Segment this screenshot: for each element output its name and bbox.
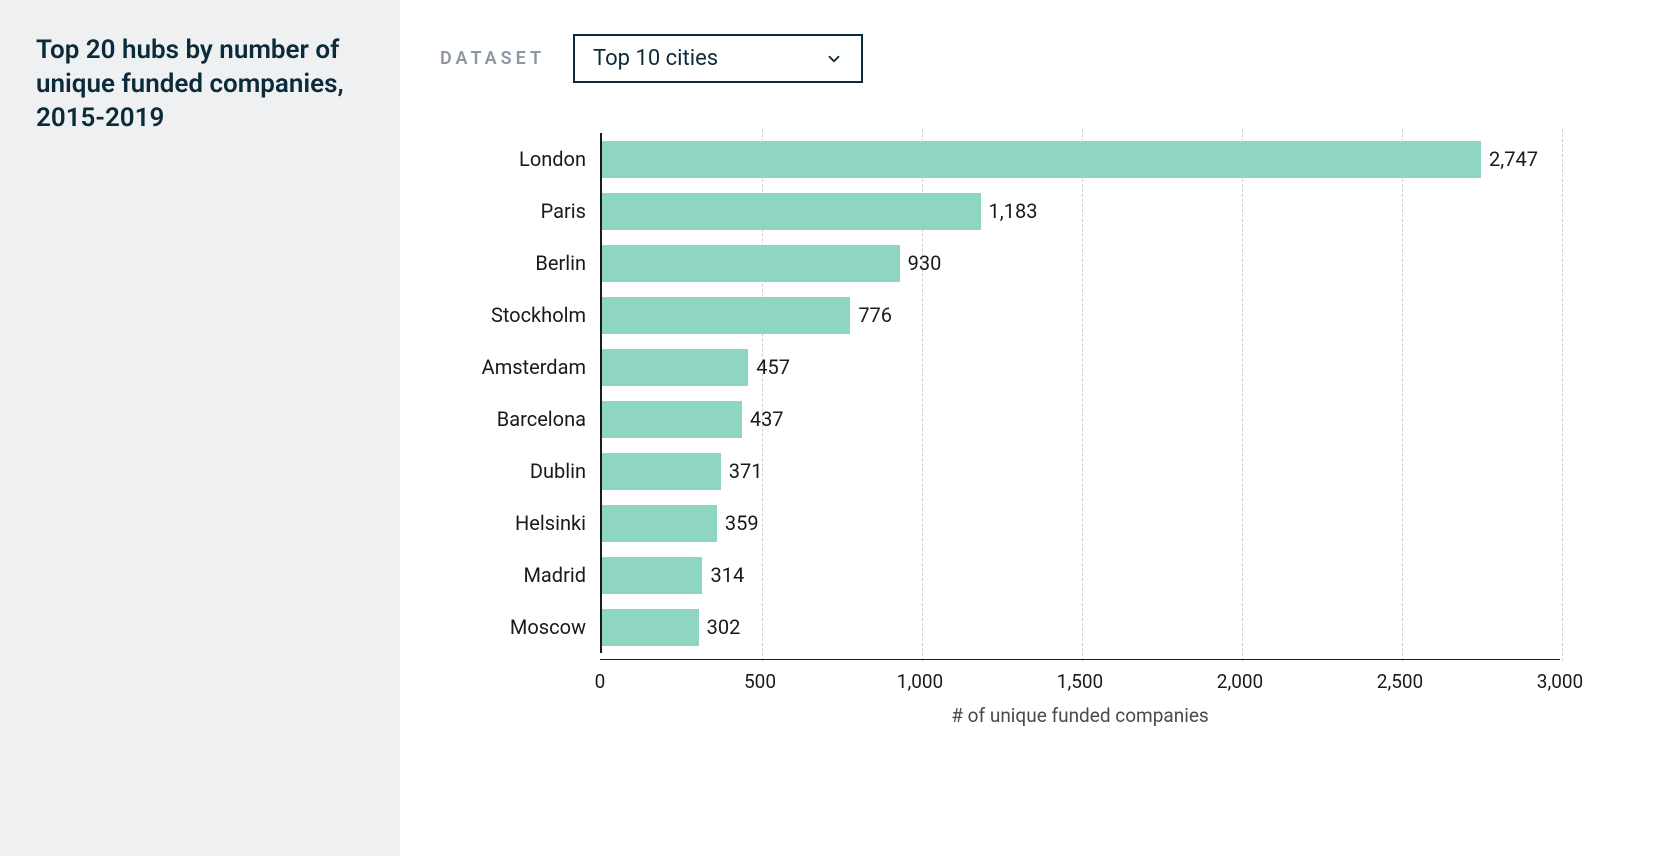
- bar-row: 1,183: [602, 185, 1560, 237]
- bar: [602, 141, 1481, 178]
- chart-body: LondonParisBerlinStockholmAmsterdamBarce…: [440, 133, 1612, 653]
- x-tick-label: 2,000: [1217, 670, 1263, 693]
- value-label: 314: [702, 563, 744, 587]
- bar-row: 457: [602, 341, 1560, 393]
- dataset-select-value: Top 10 cities: [593, 46, 718, 71]
- value-label: 437: [742, 407, 784, 431]
- value-label: 2,747: [1481, 147, 1538, 171]
- value-label: 302: [699, 615, 741, 639]
- value-label: 1,183: [981, 199, 1038, 223]
- bar: [602, 557, 702, 594]
- dataset-label: DATASET: [440, 48, 545, 69]
- value-label: 371: [721, 459, 763, 483]
- x-tick-label: 1,000: [897, 670, 943, 693]
- x-tick-label: 0: [595, 670, 606, 693]
- bar: [602, 245, 900, 282]
- value-label: 457: [748, 355, 790, 379]
- bar-row: 437: [602, 393, 1560, 445]
- bar: [602, 349, 748, 386]
- x-tick-label: 500: [744, 670, 776, 693]
- bar-row: 776: [602, 289, 1560, 341]
- value-label: 930: [900, 251, 942, 275]
- x-axis: 05001,0001,5002,0002,5003,000# of unique…: [600, 659, 1560, 749]
- bar-row: 2,747: [602, 133, 1560, 185]
- category-label: Dublin: [440, 445, 600, 497]
- bar: [602, 297, 850, 334]
- bar-row: 302: [602, 601, 1560, 653]
- bar-row: 314: [602, 549, 1560, 601]
- category-label: Stockholm: [440, 289, 600, 341]
- sidebar: Top 20 hubs by number of unique funded c…: [0, 0, 400, 856]
- main-panel: DATASET Top 10 cities LondonParisBerlinS…: [400, 0, 1672, 856]
- x-tick-label: 3,000: [1537, 670, 1583, 693]
- x-axis-label: # of unique funded companies: [951, 704, 1208, 727]
- bar-row: 359: [602, 497, 1560, 549]
- bar: [602, 401, 742, 438]
- category-label: Amsterdam: [440, 341, 600, 393]
- x-axis-wrap: 0 500 1,000 1,500 2,000 2,500 3,000 # of unique…: [440, 653, 1612, 749]
- chevron-down-icon: [825, 50, 843, 68]
- bar: [602, 505, 717, 542]
- category-label: Berlin: [440, 237, 600, 289]
- bar-row: 371: [602, 445, 1560, 497]
- bar: [602, 193, 981, 230]
- value-label: 776: [850, 303, 892, 327]
- category-label: Paris: [440, 185, 600, 237]
- value-label: 359: [717, 511, 759, 535]
- bar-row: 930: [602, 237, 1560, 289]
- plot-area: 2,747 1,183 930 776 457 437 371 359 314 302: [600, 133, 1560, 653]
- bar: [602, 609, 699, 646]
- category-labels-column: LondonParisBerlinStockholmAmsterdamBarce…: [440, 133, 600, 653]
- bar: [602, 453, 721, 490]
- chart: LondonParisBerlinStockholmAmsterdamBarce…: [440, 133, 1612, 749]
- category-label: Helsinki: [440, 497, 600, 549]
- category-label: London: [440, 133, 600, 185]
- chart-title: Top 20 hubs by number of unique funded c…: [36, 34, 360, 135]
- bars-column: 2,747 1,183 930 776 457 437 371 359 314 302: [602, 133, 1560, 653]
- dataset-select[interactable]: Top 10 cities: [573, 34, 863, 83]
- x-tick-label: 1,500: [1057, 670, 1103, 693]
- page: Top 20 hubs by number of unique funded c…: [0, 0, 1672, 856]
- gridline: [1562, 129, 1563, 661]
- axis-spacer: [440, 653, 600, 749]
- category-label: Madrid: [440, 549, 600, 601]
- category-label: Barcelona: [440, 393, 600, 445]
- controls-row: DATASET Top 10 cities: [440, 34, 1612, 83]
- category-label: Moscow: [440, 601, 600, 653]
- x-tick-label: 2,500: [1377, 670, 1423, 693]
